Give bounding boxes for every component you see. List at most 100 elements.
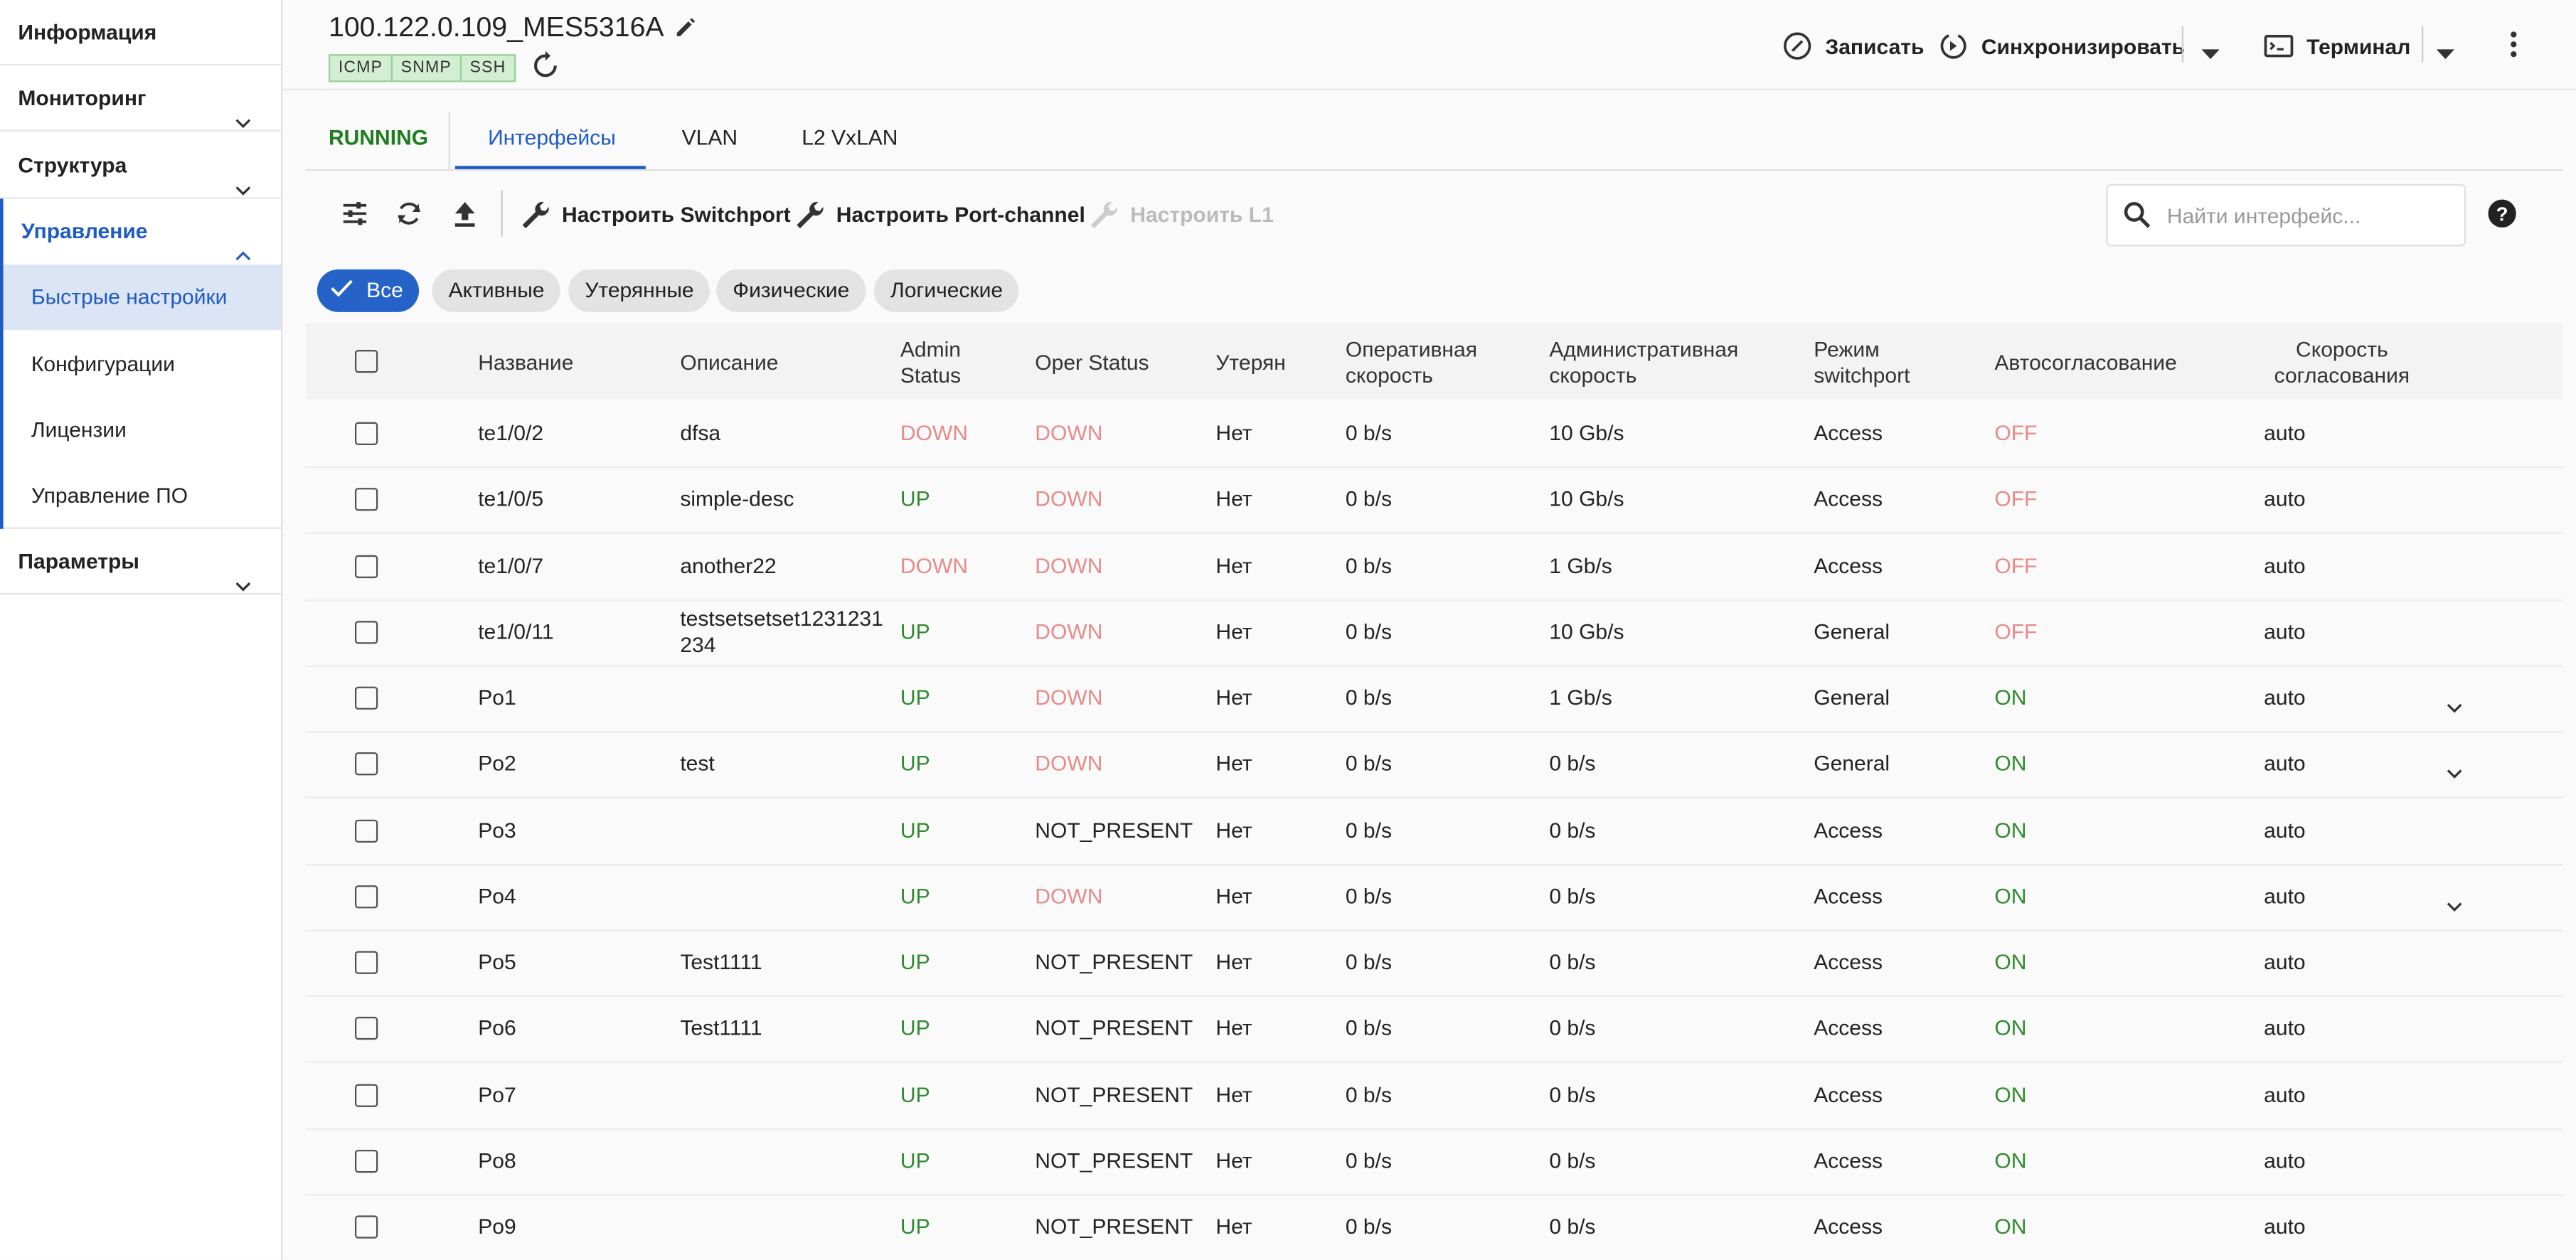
tab[interactable]: L2 VxLAN <box>802 124 898 150</box>
table-cell: Po4 <box>478 883 516 908</box>
table-cell: 0 b/s <box>1345 420 1393 446</box>
sidebar-item[interactable]: Структура <box>0 132 282 198</box>
table-cell: DOWN <box>900 552 968 577</box>
filter-label: Утерянные <box>585 277 694 303</box>
refresh-icon[interactable] <box>531 50 560 81</box>
table-cell: Нет <box>1215 486 1252 511</box>
table-cell: Access <box>1814 420 1883 446</box>
table-cell: General <box>1814 685 1890 710</box>
submenu-item[interactable]: Лицензии <box>31 417 127 442</box>
table-cell: 0 b/s <box>1345 1148 1393 1173</box>
row-divider <box>305 533 2563 535</box>
chevron <box>235 156 251 221</box>
checkbox[interactable] <box>354 350 378 373</box>
filter-label: Активные <box>448 277 545 303</box>
checkbox[interactable] <box>354 1017 378 1040</box>
table-cell: 0 b/s <box>1345 751 1393 776</box>
sidebar-item[interactable]: Информация <box>0 0 282 66</box>
table-cell: auto <box>2264 619 2306 644</box>
edit-icon[interactable] <box>674 16 696 39</box>
sidebar-label: Информация <box>18 19 157 45</box>
action-button[interactable]: Записать <box>1782 30 1924 63</box>
checkbox[interactable] <box>354 818 378 842</box>
filter-chip[interactable]: Физические <box>716 269 866 312</box>
checkbox[interactable] <box>354 620 378 644</box>
toolbar-icon[interactable] <box>394 199 424 234</box>
table-cell: OFF <box>1994 552 2038 577</box>
table-cell: Нет <box>1215 685 1252 710</box>
table-cell: 0 b/s <box>1345 883 1393 908</box>
table-cell: testsetsetset1231231234 <box>680 605 883 657</box>
dropdown-arrow[interactable] <box>2201 39 2220 64</box>
column-header: Скорость согласования <box>2274 336 2410 388</box>
toolbar-icon[interactable] <box>340 199 370 234</box>
filter-label: Логические <box>890 277 1004 303</box>
table-cell: 10 Gb/s <box>1549 619 1624 644</box>
sidebar-label: Параметры <box>18 549 139 575</box>
table-cell: ON <box>1994 1015 2027 1040</box>
table-cell: 10 Gb/s <box>1549 486 1624 511</box>
submenu-item[interactable]: Конфигурации <box>31 351 175 375</box>
checkbox[interactable] <box>354 488 378 511</box>
table-cell: Test1111 <box>680 949 762 974</box>
checkbox[interactable] <box>354 1215 378 1239</box>
action-button[interactable]: Терминал <box>2264 30 2410 63</box>
tab[interactable]: VLAN <box>681 124 738 150</box>
action-label: Терминал <box>2306 33 2411 59</box>
filter-chip[interactable]: Активные <box>432 269 561 312</box>
checkbox[interactable] <box>354 686 378 710</box>
tab[interactable]: RUNNING <box>329 124 429 150</box>
table-cell: UP <box>900 949 930 974</box>
help-icon[interactable]: ? <box>2487 199 2517 229</box>
search-box[interactable]: Найти интерфейс... <box>2106 183 2466 247</box>
table-cell: 0 b/s <box>1345 949 1393 974</box>
checkbox[interactable] <box>354 951 378 974</box>
expand-chevron[interactable] <box>2447 892 2463 917</box>
table-cell: Po1 <box>478 685 516 710</box>
tab-separator <box>448 112 450 169</box>
table-cell: Access <box>1814 1214 1883 1239</box>
checkbox[interactable] <box>354 1083 378 1106</box>
checkbox[interactable] <box>354 1149 378 1173</box>
expand-chevron[interactable] <box>2447 759 2463 784</box>
submenu-item[interactable]: Управление ПО <box>3 464 282 530</box>
dropdown-arrow[interactable] <box>2436 39 2455 64</box>
checkbox[interactable] <box>354 885 378 908</box>
checkbox[interactable] <box>354 422 378 446</box>
table-cell: NOT_PRESENT <box>1035 817 1193 842</box>
tag: ICMP <box>329 54 393 82</box>
sidebar-item[interactable]: Мониторинг <box>0 66 282 132</box>
table-cell: te1/0/5 <box>478 486 544 511</box>
table-cell: UP <box>900 817 930 842</box>
tag: SNMP <box>390 54 462 82</box>
table-cell: 10 Gb/s <box>1549 420 1624 446</box>
table-cell: OFF <box>1994 420 2038 446</box>
toolbar-icon[interactable] <box>450 199 480 234</box>
row-divider <box>305 598 2563 601</box>
submenu-item[interactable]: Быстрые настройки <box>3 265 282 331</box>
action-button[interactable]: Синхронизировать <box>1939 30 2185 63</box>
table-cell: Нет <box>1215 1148 1252 1173</box>
table-cell: ON <box>1994 883 2027 908</box>
table-cell: NOT_PRESENT <box>1035 949 1193 974</box>
table-cell: ON <box>1994 1082 2027 1106</box>
tab[interactable]: Интерфейсы <box>488 124 616 150</box>
checkbox[interactable] <box>354 752 378 776</box>
table-cell: UP <box>900 685 930 710</box>
row-divider <box>305 730 2563 733</box>
sidebar-item[interactable]: Управление <box>0 198 281 265</box>
filter-chip[interactable]: Утерянные <box>568 269 710 312</box>
toolbar-button[interactable]: Настроить Switchport <box>518 197 791 230</box>
column-header: Oper Status <box>1035 350 1149 375</box>
table-cell: 0 b/s <box>1549 1015 1596 1040</box>
filter-chip[interactable]: Все <box>316 269 420 312</box>
sidebar-item[interactable]: Параметры <box>0 530 282 596</box>
menu-icon[interactable] <box>2501 30 2527 60</box>
filter-chip[interactable]: Логические <box>873 269 1020 312</box>
expand-chevron[interactable] <box>2447 693 2463 718</box>
toolbar-button[interactable]: Настроить Port-channel <box>792 197 1085 230</box>
checkbox[interactable] <box>354 554 378 577</box>
row-divider <box>305 995 2563 998</box>
table-cell: ON <box>1994 685 2027 710</box>
